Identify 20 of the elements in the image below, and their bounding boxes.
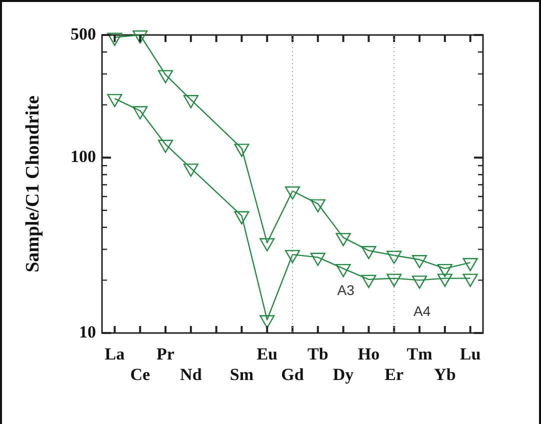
y-axis-title: Sample/C1 Chondrite	[22, 96, 44, 272]
x-tick-label: Tm	[406, 344, 432, 364]
x-tick-label: Nd	[180, 364, 202, 384]
y-tick-label: 100	[70, 146, 96, 166]
annotation: A4	[413, 303, 431, 319]
y-tick-label: 10	[79, 322, 96, 342]
x-tick-label: Lu	[460, 344, 481, 364]
x-tick-label: Tb	[308, 344, 328, 364]
x-tick-label: Dy	[332, 364, 354, 384]
x-tick-label: Ho	[358, 344, 380, 364]
x-tick-label: Eu	[256, 344, 278, 364]
x-tick-label: Gd	[281, 364, 304, 384]
y-tick-label: 500	[70, 24, 96, 44]
x-tick-label: Pr	[156, 344, 175, 364]
x-tick-label: Yb	[434, 364, 456, 384]
x-tick-label: Er	[384, 364, 404, 384]
x-tick-label: La	[104, 344, 126, 364]
annotation: A3	[337, 282, 355, 298]
x-tick-label: Sm	[230, 364, 254, 384]
x-tick-label: Ce	[130, 364, 150, 384]
